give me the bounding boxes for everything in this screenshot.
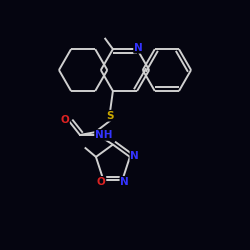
- Text: NH: NH: [95, 130, 112, 140]
- Text: N: N: [134, 43, 143, 53]
- Text: O: O: [60, 114, 69, 124]
- Text: O: O: [97, 177, 106, 187]
- Text: N: N: [120, 177, 129, 187]
- Text: N: N: [130, 150, 139, 160]
- Text: S: S: [106, 111, 114, 121]
